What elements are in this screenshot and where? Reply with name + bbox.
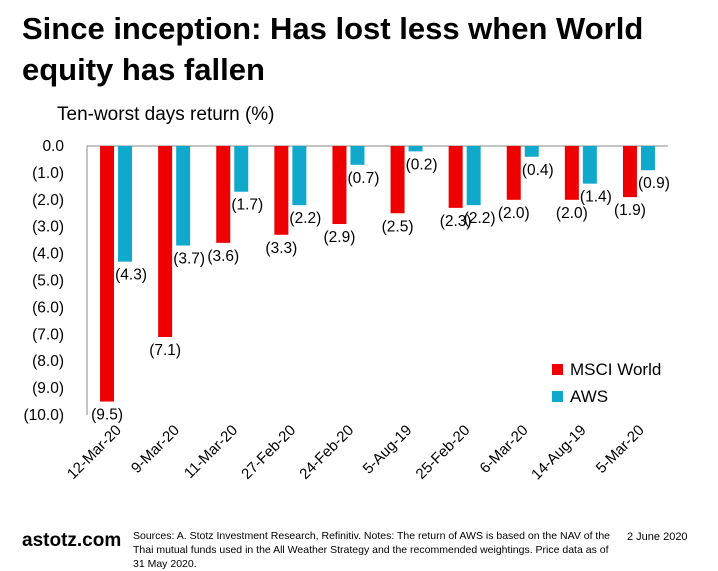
legend-entry: MSCI World <box>570 360 661 379</box>
bar-aws <box>640 146 655 171</box>
bar-aws <box>466 146 481 206</box>
bar-aws <box>118 146 133 262</box>
data-label-msci-world: (3.3) <box>265 240 297 257</box>
y-tick-label: (2.0) <box>32 192 64 209</box>
data-label-msci-world: (2.5) <box>382 218 414 235</box>
data-label-aws: (2.2) <box>464 210 496 227</box>
data-label-aws: (4.3) <box>115 267 147 284</box>
data-label-msci-world: (2.3) <box>440 213 472 230</box>
data-label-aws: (2.2) <box>289 210 321 227</box>
y-tick-label: (3.0) <box>32 219 64 236</box>
chart-title: Since inception: Has lost less when Worl… <box>22 11 644 87</box>
y-tick-label: (5.0) <box>32 273 64 290</box>
y-tick-label: (7.0) <box>32 326 64 343</box>
legend-swatch <box>552 391 563 402</box>
bar-msci-world <box>448 146 463 208</box>
data-label-msci-world: (1.9) <box>614 202 646 219</box>
data-label-msci-world: (7.1) <box>149 342 181 359</box>
brand-logo-text: astotz.com <box>22 530 122 551</box>
bar-aws <box>582 146 597 184</box>
sources-note: Sources: A. Stotz Investment Research, R… <box>133 530 611 570</box>
y-tick-label: 0.0 <box>42 138 64 155</box>
y-tick-label: (9.0) <box>32 380 64 397</box>
y-axis-title: Ten-worst days return (%) <box>57 104 275 125</box>
chart-area: 0.0 (1.0) (2.0) (3.0) (4.0) (5.0) (6.0) (7.0) (8… <box>24 138 670 484</box>
x-tick-label: 24-Feb-20 <box>296 422 357 483</box>
data-label-msci-world: (9.5) <box>91 407 123 424</box>
bar-msci-world <box>564 146 579 200</box>
legend-entry: AWS <box>570 387 608 406</box>
y-tick-label: (8.0) <box>32 353 64 370</box>
bar-aws <box>350 146 365 165</box>
bar-aws <box>234 146 249 192</box>
bar-msci-world <box>390 146 405 214</box>
data-label-msci-world: (2.0) <box>498 205 530 222</box>
data-label-msci-world: (2.0) <box>556 205 588 222</box>
y-tick-label: (10.0) <box>24 407 65 424</box>
x-tick-label: 5-Aug-19 <box>360 422 416 478</box>
data-label-msci-world: (3.6) <box>207 248 239 265</box>
x-tick-label: 9-Mar-20 <box>128 422 183 477</box>
y-tick-label: (4.0) <box>32 246 64 263</box>
x-tick-label: 6-Mar-20 <box>477 422 532 477</box>
x-tick-label: 11-Mar-20 <box>181 422 241 482</box>
data-label-aws: (0.9) <box>638 175 670 192</box>
bar-aws <box>524 146 539 157</box>
x-tick-label: 27-Feb-20 <box>238 422 299 483</box>
bar-msci-world <box>506 146 521 200</box>
data-label-msci-world: (2.9) <box>324 229 356 246</box>
bar-msci-world <box>100 146 115 402</box>
bar-msci-world <box>216 146 231 243</box>
data-label-aws: (0.4) <box>522 162 554 179</box>
report-date: 2 June 2020 <box>627 531 688 543</box>
x-tick-label: 25-Feb-20 <box>413 422 474 483</box>
data-label-aws: (1.4) <box>580 189 612 206</box>
bar-msci-world <box>274 146 289 235</box>
x-tick-label: 5-Mar-20 <box>593 422 648 477</box>
x-tick-label: 14-Aug-19 <box>528 422 590 484</box>
data-label-aws: (0.7) <box>348 170 380 187</box>
x-tick-label: 12-Mar-20 <box>64 422 125 483</box>
data-label-aws: (1.7) <box>231 197 263 214</box>
bar-aws <box>176 146 191 246</box>
bar-aws <box>292 146 307 206</box>
data-label-aws: (3.7) <box>173 251 205 268</box>
bar-msci-world <box>158 146 173 337</box>
y-tick-label: (1.0) <box>32 165 64 182</box>
bar-msci-world <box>332 146 347 225</box>
y-tick-label: (6.0) <box>32 299 64 316</box>
data-label-aws: (0.2) <box>406 156 438 173</box>
bar-aws <box>408 146 423 152</box>
bar-msci-world <box>622 146 637 198</box>
legend-swatch <box>552 364 563 375</box>
